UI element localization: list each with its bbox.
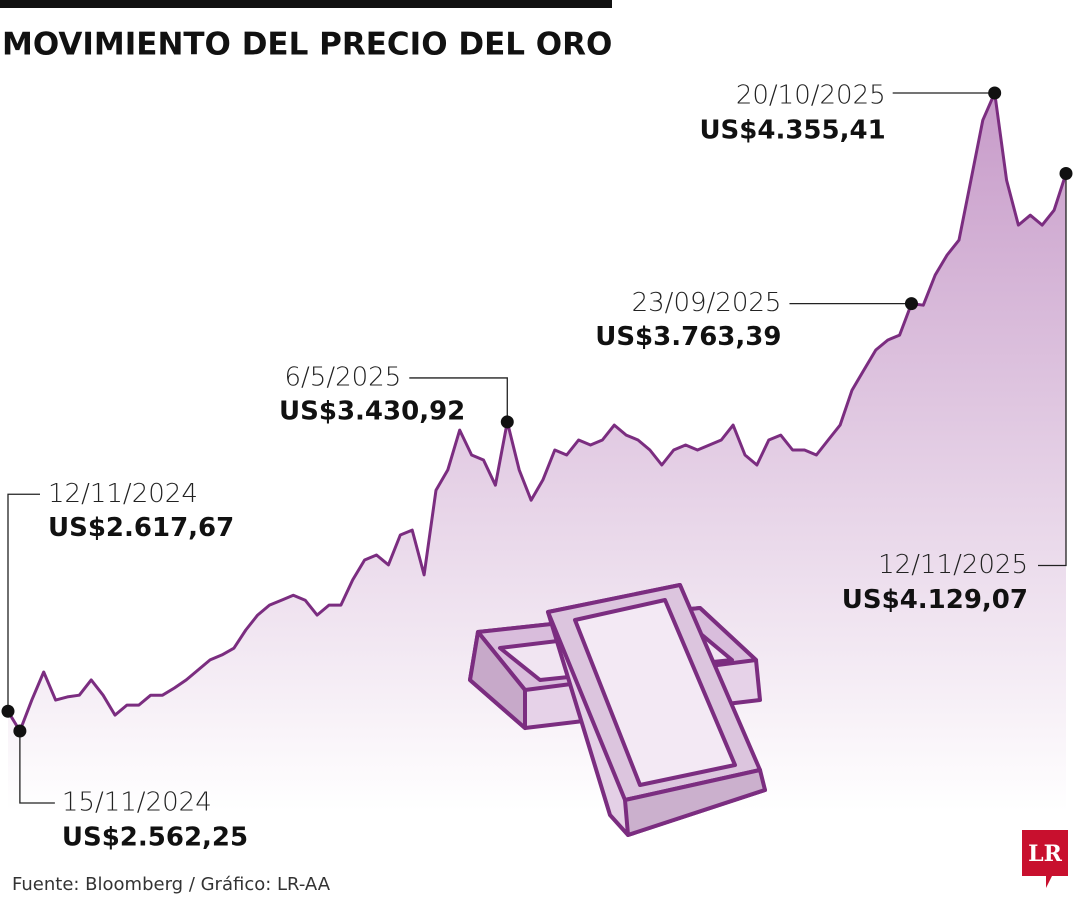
plot: 12/11/2024 US$2.617,67 15/11/2024 US$2.562,… bbox=[1, 81, 1073, 853]
logo: LR bbox=[1022, 830, 1068, 888]
date-label: 12/11/2024 bbox=[48, 479, 198, 509]
value-label: US$3.430,92 bbox=[279, 396, 465, 426]
date-label: 23/09/2025 bbox=[632, 288, 782, 318]
date-label: 12/11/2025 bbox=[878, 550, 1028, 580]
value-label: US$4.129,07 bbox=[842, 585, 1028, 615]
point bbox=[1, 704, 15, 718]
date-label: 6/5/2025 bbox=[284, 362, 401, 392]
point bbox=[1059, 167, 1073, 181]
leader-line bbox=[19, 731, 55, 804]
leader-line bbox=[409, 377, 508, 422]
source: Fuente: Bloomberg / Gráfico: LR-AA bbox=[12, 874, 331, 895]
date-label: 20/10/2025 bbox=[736, 81, 886, 111]
point bbox=[500, 415, 514, 429]
value-label: US$2.617,67 bbox=[48, 513, 234, 543]
point bbox=[904, 297, 918, 311]
title-rule bbox=[0, 0, 612, 8]
date-label: 15/11/2024 bbox=[62, 788, 212, 818]
value-label: US$2.562,25 bbox=[62, 823, 248, 853]
leader-line bbox=[7, 493, 40, 712]
gold-bars bbox=[468, 583, 767, 837]
chart-title: MOVIMIENTO DEL PRECIO DEL ORO bbox=[2, 27, 612, 63]
value-label: US$4.355,41 bbox=[699, 116, 885, 146]
line bbox=[6, 91, 1068, 733]
point bbox=[988, 86, 1002, 100]
leader-line bbox=[1038, 173, 1067, 567]
area bbox=[8, 93, 1066, 812]
logo-text: LR bbox=[1028, 841, 1062, 867]
value-label: US$3.763,39 bbox=[595, 322, 781, 352]
point bbox=[13, 724, 27, 738]
